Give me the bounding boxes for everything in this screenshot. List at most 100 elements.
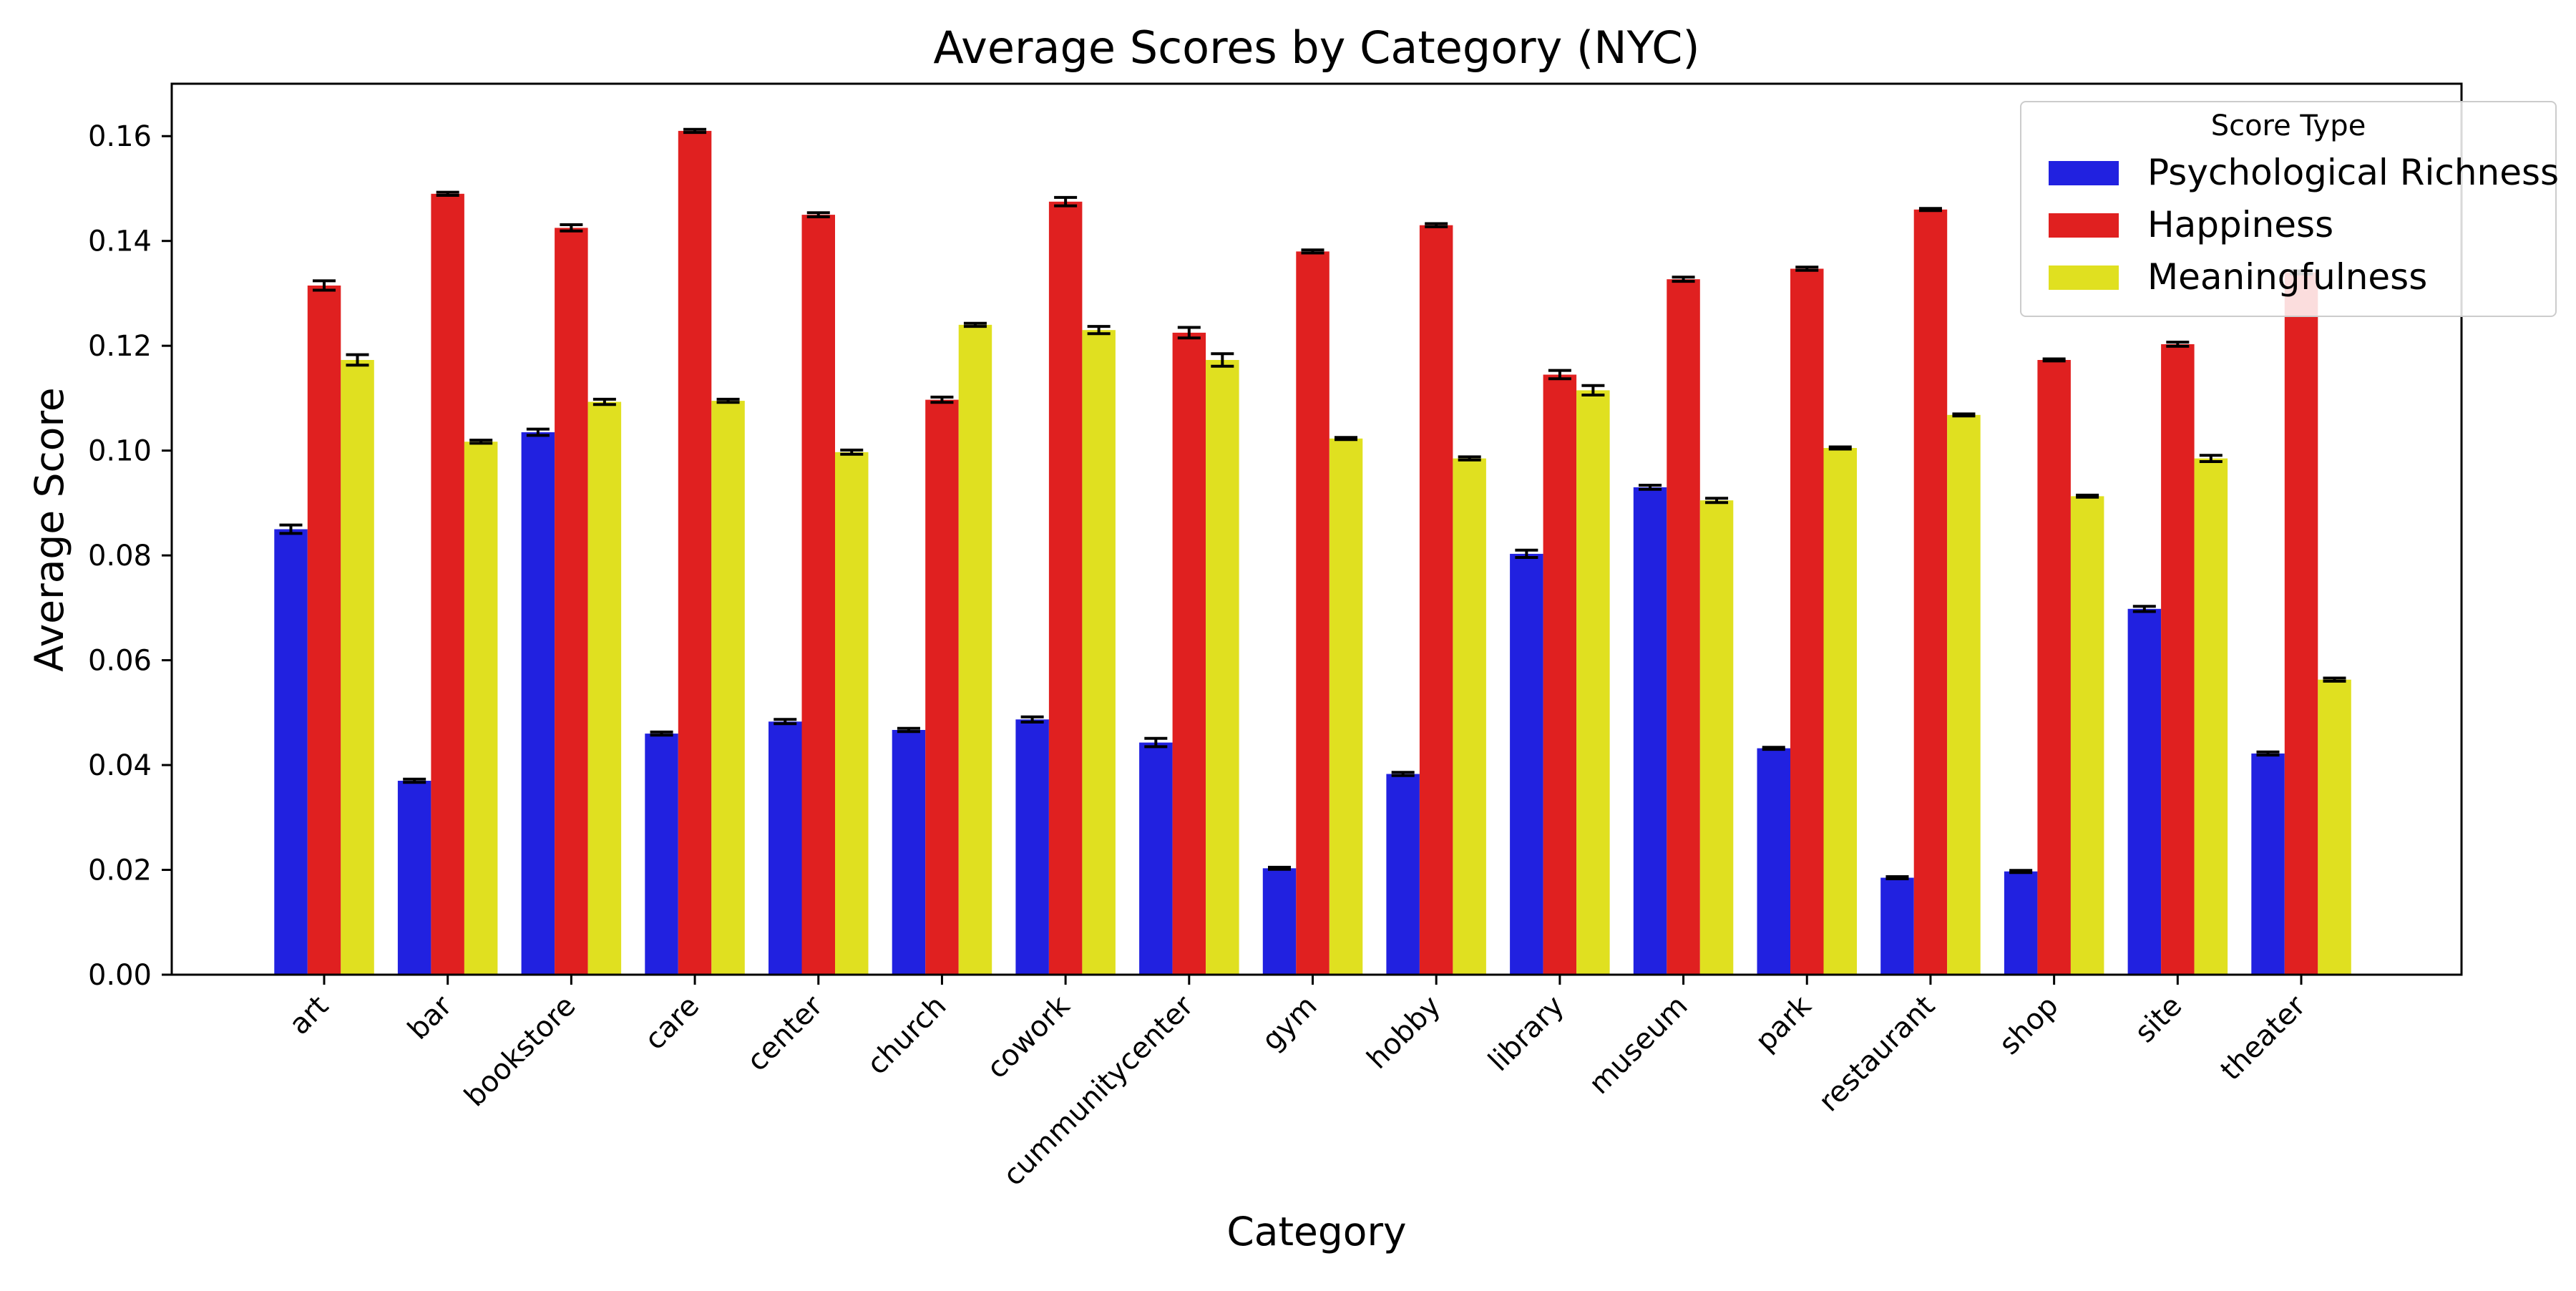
- error-bar: [650, 730, 673, 737]
- error-bar: [897, 726, 920, 734]
- bar-museum-meaningfulness: [1699, 500, 1734, 975]
- error-bar: [1548, 369, 1571, 381]
- bar-care-meaningfulness: [711, 401, 745, 975]
- error-bar: [716, 397, 740, 404]
- error-bar: [1705, 497, 1729, 505]
- bar-restaurant-happiness: [1913, 209, 1948, 975]
- x-tick-label: shop: [1993, 990, 2064, 1061]
- y-tick-label: 0.06: [88, 645, 152, 678]
- bar-museum-psychological-richness: [1633, 487, 1667, 975]
- x-tick-label: park: [1749, 989, 1818, 1058]
- chart-title: Average Scores by Category (NYC): [933, 21, 1699, 74]
- error-bar: [1054, 195, 1078, 208]
- bar-art-happiness: [307, 286, 341, 975]
- error-bar: [1885, 875, 1909, 880]
- bar-cummunitycenter-psychological-richness: [1139, 742, 1173, 975]
- error-bar: [1952, 412, 1976, 418]
- bar-restaurant-meaningfulness: [1947, 414, 1981, 975]
- bar-center-psychological-richness: [769, 721, 802, 975]
- x-tick-label: hobby: [1361, 990, 1447, 1076]
- error-bar: [592, 397, 616, 406]
- error-bar: [963, 321, 987, 328]
- y-tick-label: 0.00: [88, 959, 152, 992]
- error-bar: [1020, 715, 1044, 724]
- bar-care-psychological-richness: [645, 734, 678, 975]
- x-tick-label: cowork: [980, 989, 1076, 1085]
- error-bar: [1639, 484, 1662, 491]
- error-bar: [1391, 771, 1415, 777]
- bar-shop-meaningfulness: [2070, 496, 2104, 975]
- legend-title: Score Type: [2210, 109, 2366, 142]
- error-bar: [436, 190, 459, 197]
- bar-art-meaningfulness: [341, 360, 374, 975]
- bar-cowork-meaningfulness: [1082, 330, 1116, 975]
- legend-label: Meaningfulness: [2147, 256, 2428, 298]
- bar-hobby-psychological-richness: [1386, 774, 1420, 975]
- error-bar: [1918, 207, 1942, 213]
- x-tick-label: restaurant: [1813, 990, 1941, 1119]
- error-bar: [313, 279, 336, 292]
- error-bar: [1268, 865, 1291, 871]
- bar-theater-happiness: [2284, 272, 2318, 975]
- bar-park-meaningfulness: [1823, 448, 1857, 975]
- bar-church-psychological-richness: [892, 730, 926, 975]
- error-bar: [1672, 276, 1695, 283]
- legend-item-happiness: Happiness: [2034, 203, 2550, 245]
- error-bar: [2166, 341, 2190, 348]
- error-bar: [840, 448, 864, 456]
- legend-label: Happiness: [2147, 204, 2334, 245]
- bar-library-psychological-richness: [1510, 553, 1543, 975]
- error-bar: [2323, 676, 2346, 683]
- bar-cummunitycenter-meaningfulness: [1206, 360, 1239, 975]
- legend: Score Type Psychological Richness Happin…: [2020, 101, 2559, 317]
- error-bar: [2199, 454, 2223, 463]
- bar-restaurant-psychological-richness: [1880, 877, 1914, 975]
- bar-shop-happiness: [2037, 360, 2071, 975]
- error-bar: [1425, 222, 1448, 228]
- error-bar: [1177, 326, 1201, 340]
- y-tick-label: 0.14: [88, 225, 152, 258]
- bar-site-psychological-richness: [2127, 608, 2162, 975]
- x-tick-label: care: [638, 990, 706, 1057]
- bar-center-meaningfulness: [835, 452, 869, 975]
- x-tick-label: art: [283, 990, 335, 1042]
- legend-item-psychological-richness: Psychological Richness: [2034, 150, 2559, 193]
- bar-park-happiness: [1790, 268, 1824, 975]
- bar-shop-psychological-richness: [2004, 871, 2038, 975]
- plot-frame: [170, 82, 2463, 976]
- error-bar: [2042, 357, 2066, 363]
- bar-museum-happiness: [1667, 279, 1700, 975]
- bar-library-happiness: [1543, 374, 1577, 975]
- legend-swatch: [2049, 213, 2119, 238]
- bar-cowork-psychological-richness: [1015, 719, 1049, 975]
- bar-hobby-happiness: [1419, 225, 1453, 975]
- bar-park-psychological-richness: [1757, 748, 1790, 975]
- error-bar: [403, 777, 426, 784]
- legend-label: Psychological Richness: [2147, 152, 2560, 193]
- bar-site-meaningfulness: [2194, 458, 2228, 975]
- error-bar: [2256, 750, 2280, 757]
- x-tick-label: center: [741, 989, 829, 1078]
- bar-church-meaningfulness: [958, 324, 992, 975]
- bar-bar-meaningfulness: [464, 442, 498, 975]
- bar-cowork-happiness: [1048, 201, 1083, 975]
- bar-theater-meaningfulness: [2318, 679, 2351, 975]
- x-tick-label: museum: [1583, 990, 1694, 1101]
- error-bar: [1211, 352, 1234, 368]
- x-tick-label: site: [2129, 990, 2189, 1050]
- bar-church-happiness: [925, 399, 959, 975]
- x-axis: art bar bookstore care center church coworkcum…: [283, 975, 2312, 1192]
- error-bar: [1828, 445, 1852, 451]
- bar-gym-happiness: [1296, 251, 1330, 975]
- bar-site-happiness: [2161, 344, 2195, 975]
- bar-hobby-meaningfulness: [1453, 458, 1486, 975]
- error-bar: [346, 353, 369, 367]
- y-axis: 0.00 0.02 0.04 0.06 0.08 0.10 0.12 0.14 0.16: [88, 120, 172, 992]
- error-bar: [2076, 493, 2099, 499]
- bar-bar-psychological-richness: [397, 781, 431, 975]
- error-bar: [683, 127, 707, 135]
- y-tick-label: 0.04: [88, 749, 152, 782]
- error-bar: [774, 718, 797, 726]
- y-axis-label: Average Score: [26, 387, 72, 671]
